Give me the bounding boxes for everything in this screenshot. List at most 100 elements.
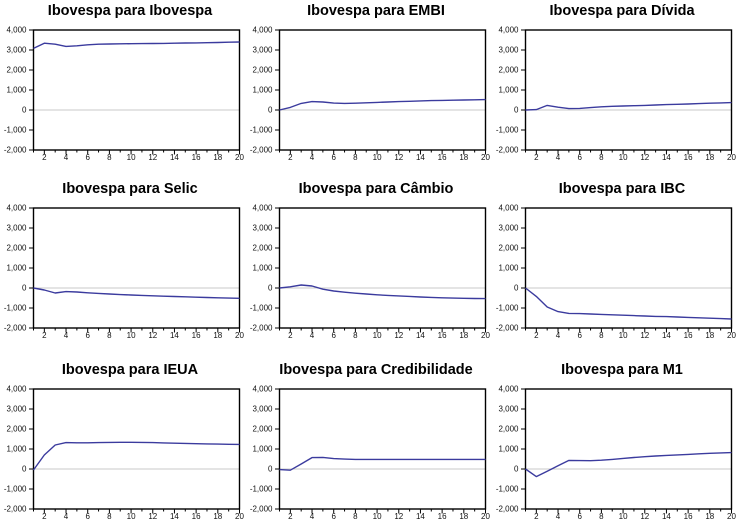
svg-text:2,000: 2,000 (6, 66, 27, 75)
line-chart-canvas: 4,000 3,000 2,000 1,000 0 -1,000 -2,000 2 4 6 8 10 1… (496, 204, 737, 340)
svg-text:2,000: 2,000 (252, 244, 273, 253)
svg-text:4: 4 (64, 512, 69, 521)
svg-text:12: 12 (640, 512, 649, 521)
line-chart-canvas: 4,000 3,000 2,000 1,000 0 -1,000 -2,000 2 4 6 8 10 1… (496, 26, 737, 162)
svg-text:20: 20 (235, 512, 244, 521)
svg-text:18: 18 (459, 512, 468, 521)
chart-title: Ibovespa para Ibovespa (47, 3, 213, 19)
svg-text:18: 18 (705, 331, 714, 340)
svg-text:16: 16 (684, 331, 693, 340)
svg-text:4,000: 4,000 (252, 204, 273, 213)
svg-text:12: 12 (394, 512, 403, 521)
svg-text:12: 12 (394, 153, 403, 162)
svg-text:0: 0 (22, 106, 27, 115)
chart-title: Ibovespa para M1 (561, 362, 683, 378)
svg-text:20: 20 (727, 331, 736, 340)
svg-text:1,000: 1,000 (6, 264, 27, 273)
chart-panel-embi: Ibovespa para EMBI 4,000 3,000 2,000 1,000 0… (246, 0, 492, 168)
svg-text:-1,000: -1,000 (4, 304, 27, 313)
chart-title: Ibovespa para Câmbio (298, 181, 454, 197)
svg-text:12: 12 (394, 331, 403, 340)
svg-text:4: 4 (64, 153, 69, 162)
svg-text:20: 20 (235, 331, 244, 340)
svg-text:10: 10 (373, 153, 382, 162)
svg-text:10: 10 (619, 512, 628, 521)
svg-text:0: 0 (22, 284, 27, 293)
svg-text:3,000: 3,000 (498, 405, 519, 414)
svg-text:6: 6 (85, 512, 90, 521)
svg-text:16: 16 (684, 512, 693, 521)
svg-text:4: 4 (310, 331, 315, 340)
chart-title: Ibovespa para EMBI (307, 3, 445, 19)
svg-text:2: 2 (42, 153, 47, 162)
svg-text:2: 2 (534, 153, 539, 162)
svg-text:6: 6 (331, 331, 336, 340)
svg-text:12: 12 (640, 153, 649, 162)
svg-text:18: 18 (705, 512, 714, 521)
chart-title: Ibovespa para Selic (62, 181, 198, 197)
line-chart-canvas: 4,000 3,000 2,000 1,000 0 -1,000 -2,000 2 4 6 8 10 1… (250, 204, 491, 340)
svg-text:20: 20 (481, 153, 490, 162)
svg-text:4,000: 4,000 (252, 26, 273, 35)
svg-text:18: 18 (213, 331, 222, 340)
svg-text:16: 16 (438, 331, 447, 340)
svg-text:1,000: 1,000 (6, 445, 27, 454)
chart-title: Ibovespa para IBC (558, 181, 686, 197)
svg-text:8: 8 (599, 153, 604, 162)
svg-text:6: 6 (85, 153, 90, 162)
svg-text:2: 2 (534, 512, 539, 521)
chart-panel-m1: Ibovespa para M1 4,000 3,000 2,000 1,000 0 -1… (492, 359, 738, 527)
svg-text:10: 10 (373, 512, 382, 521)
line-chart-canvas: 4,000 3,000 2,000 1,000 0 -1,000 -2,000 2 4 6 8 10 1… (250, 26, 491, 162)
svg-text:-2,000: -2,000 (250, 505, 273, 514)
svg-text:-2,000: -2,000 (496, 146, 519, 155)
svg-text:16: 16 (192, 331, 201, 340)
svg-text:-1,000: -1,000 (250, 304, 273, 313)
svg-text:14: 14 (416, 153, 425, 162)
chart-title: Ibovespa para Dívida (549, 3, 695, 19)
svg-text:3,000: 3,000 (252, 224, 273, 233)
svg-text:6: 6 (85, 331, 90, 340)
svg-text:4,000: 4,000 (498, 26, 519, 35)
svg-text:4: 4 (310, 512, 315, 521)
svg-text:10: 10 (619, 153, 628, 162)
chart-title: Ibovespa para Credibilidade (279, 362, 473, 378)
line-chart-canvas: 4,000 3,000 2,000 1,000 0 -1,000 -2,000 2 4 6 8 10 1… (4, 26, 245, 162)
svg-text:20: 20 (727, 512, 736, 521)
svg-text:12: 12 (148, 512, 157, 521)
svg-text:4,000: 4,000 (6, 385, 27, 394)
svg-text:16: 16 (192, 512, 201, 521)
svg-text:6: 6 (577, 331, 582, 340)
svg-text:1,000: 1,000 (498, 86, 519, 95)
svg-text:4,000: 4,000 (6, 26, 27, 35)
svg-text:20: 20 (481, 512, 490, 521)
svg-text:-2,000: -2,000 (4, 146, 27, 155)
svg-text:-1,000: -1,000 (496, 126, 519, 135)
svg-text:-2,000: -2,000 (496, 324, 519, 333)
svg-text:0: 0 (268, 465, 273, 474)
svg-text:20: 20 (481, 331, 490, 340)
svg-text:14: 14 (416, 512, 425, 521)
svg-text:8: 8 (353, 512, 358, 521)
svg-text:2: 2 (42, 331, 47, 340)
svg-text:16: 16 (438, 512, 447, 521)
svg-text:4: 4 (556, 512, 561, 521)
svg-text:4,000: 4,000 (498, 204, 519, 213)
svg-text:18: 18 (705, 153, 714, 162)
svg-text:3,000: 3,000 (252, 405, 273, 414)
svg-text:8: 8 (107, 331, 112, 340)
svg-text:14: 14 (662, 153, 671, 162)
svg-text:18: 18 (459, 153, 468, 162)
svg-text:-2,000: -2,000 (496, 505, 519, 514)
svg-text:12: 12 (148, 331, 157, 340)
svg-text:16: 16 (192, 153, 201, 162)
svg-text:8: 8 (599, 512, 604, 521)
svg-text:2: 2 (288, 331, 293, 340)
svg-text:10: 10 (127, 153, 136, 162)
svg-text:3,000: 3,000 (6, 405, 27, 414)
svg-text:-1,000: -1,000 (4, 485, 27, 494)
chart-panel-divida: Ibovespa para Dívida 4,000 3,000 2,000 1,00… (492, 0, 738, 168)
svg-text:10: 10 (127, 331, 136, 340)
svg-text:14: 14 (662, 331, 671, 340)
svg-text:8: 8 (107, 512, 112, 521)
